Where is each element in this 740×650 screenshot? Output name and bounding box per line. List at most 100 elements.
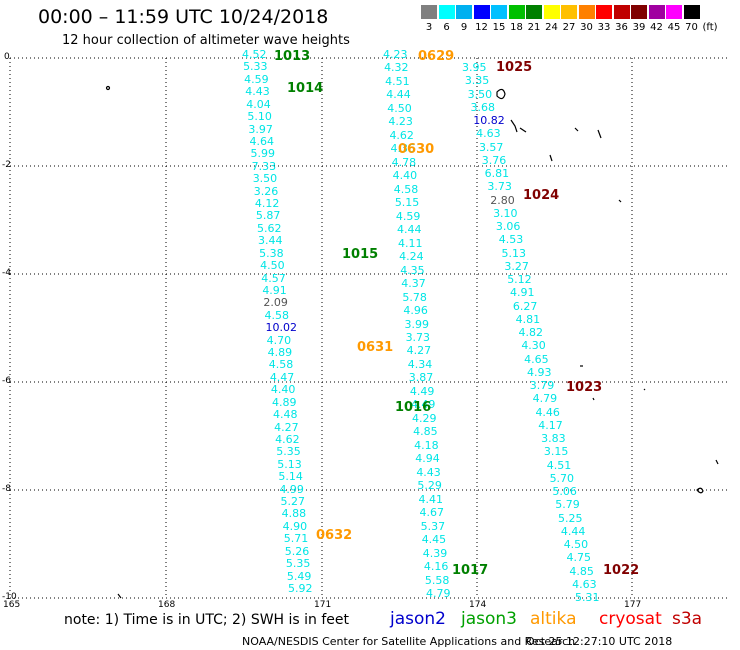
wave-height-value: 4.96 [403,304,428,318]
wave-height-value: 4.93 [526,365,552,379]
wave-height-value: 5.99 [250,147,276,161]
wave-height-value: 4.35 [400,263,425,277]
wave-height-value: 5.33 [243,60,268,74]
scale-label: 21 [527,22,541,33]
scale-label: 24 [545,22,558,33]
wave-height-value: 4.81 [515,312,541,326]
pass-label: 0629 [418,49,455,64]
wave-height-value: 10.02 [265,321,298,335]
wave-height-value: 4.27 [406,344,432,358]
island [549,154,553,162]
wave-height-value: 5.58 [424,573,450,587]
scale-swatch [631,5,647,19]
scale-unit: (ft) [702,22,718,33]
pass-label: 1014 [287,81,324,96]
scale-label: 12 [475,22,488,33]
pass-label: 0632 [316,528,353,543]
wave-height-value: 4.40 [270,383,296,397]
wave-height-value: 7.33 [251,159,277,173]
wave-height-value: 3.79 [529,379,555,392]
wave-height-value: 4.50 [563,538,589,551]
x-tick-label: 171 [314,600,332,610]
wave-height-value: 5.13 [501,246,527,260]
wave-height-value: 4.53 [498,233,524,247]
wave-height-value: 4.57 [261,271,286,285]
wave-height-value: 4.91 [262,283,287,297]
wave-height-value: 4.12 [254,197,280,211]
wave-height-value: 5.31 [575,591,600,604]
wave-height-value: 4.58 [268,358,294,372]
wave-height-value: 4.46 [535,405,560,419]
wave-height-value: 4.45 [421,533,447,547]
wave-height-value: 5.25 [558,511,583,525]
wave-height-value: 3.26 [253,184,279,198]
wave-height-value: 3.95 [462,61,487,74]
pass-label: 1023 [566,380,603,395]
wave-height-value: 4.32 [384,61,409,75]
island [597,129,602,139]
wave-height-value: 4.43 [245,85,270,99]
legend-cryosat: cryosat [599,609,662,629]
scale-swatch [456,5,472,19]
scale-swatch [561,5,577,19]
wave-height-value: 5.49 [286,569,312,583]
wave-height-value: 5.13 [277,457,302,471]
island [519,127,527,133]
pass-label: 1016 [395,400,432,415]
wave-height-value: 5.14 [278,470,303,484]
wave-height-value: 4.52 [242,48,267,61]
y-tick-label: -4 [2,268,11,278]
wave-height-value: 4.64 [249,134,274,148]
x-tick-label: 165 [3,600,21,610]
island-outlines [105,85,719,599]
wave-height-value: 3.35 [464,74,490,88]
scale-label: 27 [562,22,576,33]
scale-label: 45 [667,22,681,33]
pass-label: 1013 [274,49,311,64]
y-tick-label: -10 [2,592,17,602]
scale-label: 36 [615,22,628,33]
scale-swatch [613,5,630,19]
legend-jason3: jason3 [461,609,517,629]
wave-height-value: 3.73 [405,330,431,344]
y-tick-label: -2 [2,160,11,170]
wave-height-value: 5.37 [420,519,446,533]
island [105,85,111,91]
wave-height-value: 4.67 [419,506,445,520]
wave-height-value: 4.51 [546,458,572,472]
wave-height-value: 5.78 [402,290,427,304]
pass-label: 1017 [452,563,489,578]
wave-height-value: 5.62 [256,221,282,235]
wave-height-value: 5.71 [283,532,309,546]
x-tick-label: 168 [158,600,176,610]
wave-height-value: 4.62 [275,432,300,446]
island [496,88,506,100]
wave-height-value: 5.35 [276,445,301,459]
wave-height-value: 4.36 [390,142,416,156]
wave-height-value: 2.09 [263,296,288,310]
wave-height-value: 4.23 [383,48,408,61]
wave-height-value: 4.49 [410,398,436,412]
island [117,593,122,599]
wave-height-value: 4.85 [569,564,594,578]
wave-height-value: 6.81 [484,167,510,180]
island [696,487,704,494]
wave-height-value: 4.29 [412,411,437,425]
wave-height-value: 5.92 [288,582,313,595]
wave-height-value: 4.58 [264,308,289,322]
scale-label: 42 [650,22,663,33]
wave-height-value: 3.99 [404,317,430,331]
wave-height-value: 5.26 [284,544,310,558]
wave-height-value: 4.82 [518,326,544,339]
scale-label: 30 [580,22,593,33]
wave-height-value: 5.29 [417,479,442,493]
wave-height-value: 5.87 [255,209,281,223]
wave-height-value: 4.50 [387,101,412,115]
wave-height-value: 4.59 [395,209,421,223]
wave-height-value: 3.06 [495,220,521,233]
scale-swatch [648,5,665,19]
wave-height-value: 4.94 [415,452,440,466]
wave-height-value: 5.35 [285,557,311,571]
wave-height-value: 5.15 [394,196,420,210]
